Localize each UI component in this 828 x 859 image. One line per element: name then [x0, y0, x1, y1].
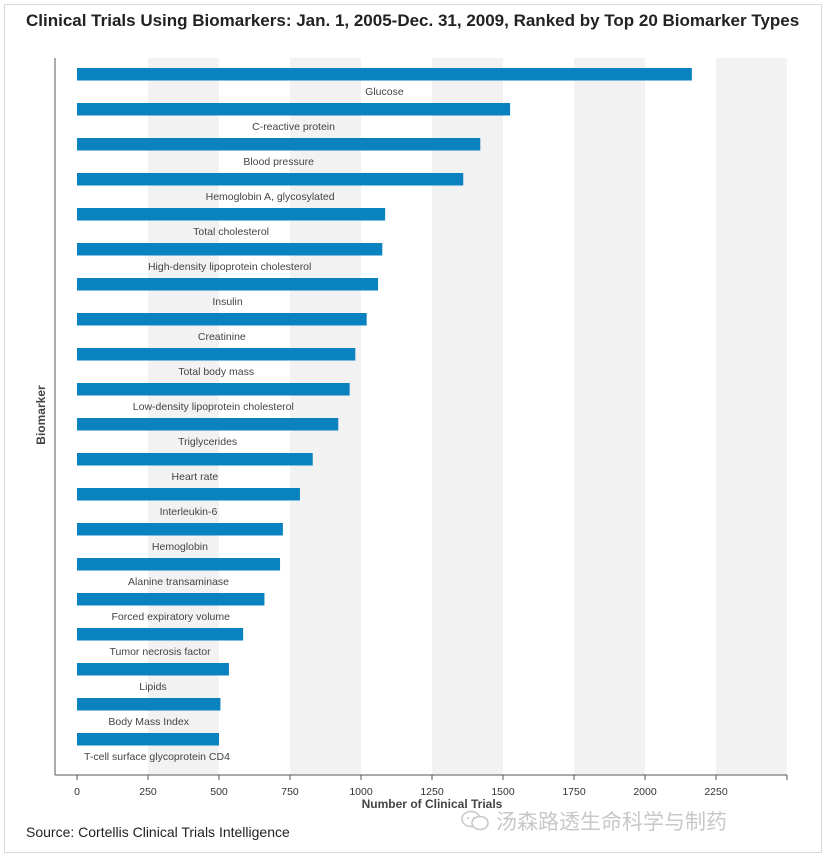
- bar: [77, 453, 313, 466]
- bar-label: Triglycerides: [178, 436, 237, 448]
- bar: [77, 383, 350, 396]
- bar-label: Heart rate: [172, 471, 219, 483]
- source-note: Source: Cortellis Clinical Trials Intell…: [26, 824, 290, 840]
- chart-title: Clinical Trials Using Biomarkers: Jan. 1…: [26, 11, 800, 30]
- bar-label: Hemoglobin: [152, 541, 208, 553]
- x-axis-ticks: 0 250 500 750 1000 1250 1500 1750 2000 2250: [74, 775, 788, 798]
- x-tick-label: 1750: [562, 786, 586, 798]
- bar: [77, 628, 244, 641]
- grid-band: [716, 58, 787, 775]
- bar-label: Body Mass Index: [108, 716, 189, 728]
- bar-label: Total body mass: [178, 366, 254, 378]
- watermark: 汤森路透生命科学与制药: [460, 806, 727, 836]
- bar-labels: Glucose C-reactive protein Blood pressure H…: [84, 86, 404, 763]
- bar: [77, 138, 481, 151]
- grid-band: [432, 58, 503, 775]
- bar-label: Glucose: [365, 86, 404, 98]
- x-tick-label: 500: [210, 786, 228, 798]
- x-axis-title: Number of Clinical Trials: [362, 797, 503, 811]
- bar: [77, 208, 386, 221]
- bar: [77, 278, 379, 291]
- bar-series: [77, 68, 692, 746]
- x-tick-label: 0: [74, 786, 80, 798]
- grid-band: [574, 58, 645, 775]
- x-tick-label: 250: [139, 786, 157, 798]
- bar-label: Hemoglobin A, glycosylated: [206, 191, 335, 203]
- bar: [77, 488, 300, 501]
- bar-label: Creatinine: [198, 331, 246, 343]
- bar: [77, 313, 367, 326]
- x-tick-label: 1000: [349, 786, 373, 798]
- bar: [77, 348, 356, 361]
- bar-label: Low-density lipoprotein cholesterol: [133, 401, 294, 413]
- bar-label: Interleukin-6: [160, 506, 218, 518]
- bar: [77, 593, 265, 606]
- x-tick-label: 1500: [491, 786, 515, 798]
- bar: [77, 418, 339, 431]
- y-axis-title: Biomarker: [34, 385, 48, 445]
- bar: [77, 558, 281, 571]
- bar-label: Alanine transaminase: [128, 576, 229, 588]
- bar: [77, 698, 221, 711]
- bar-label: Insulin: [212, 296, 243, 308]
- bar-label: Blood pressure: [243, 156, 314, 168]
- x-tick-label: 750: [281, 786, 299, 798]
- x-tick-label: 1250: [420, 786, 444, 798]
- chat-bubble-icon: [461, 810, 489, 831]
- bar-label: Forced expiratory volume: [111, 611, 230, 623]
- bar-label: High-density lipoprotein cholesterol: [148, 261, 311, 273]
- watermark-text: 汤森路透生命科学与制药: [496, 811, 727, 834]
- bar: [77, 243, 383, 256]
- bar: [77, 523, 283, 536]
- bar: [77, 173, 464, 186]
- bar: [77, 733, 219, 746]
- bar-label: C-reactive protein: [252, 121, 335, 133]
- bar-label: T-cell surface glycoprotein CD4: [84, 751, 230, 763]
- x-tick-label: 2250: [704, 786, 728, 798]
- bar: [77, 663, 229, 676]
- bar-label: Lipids: [139, 681, 166, 693]
- bar-label: Tumor necrosis factor: [109, 646, 211, 658]
- bar: [77, 68, 692, 81]
- bar: [77, 103, 511, 116]
- bar-label: Total cholesterol: [193, 226, 269, 238]
- x-tick-label: 2000: [633, 786, 657, 798]
